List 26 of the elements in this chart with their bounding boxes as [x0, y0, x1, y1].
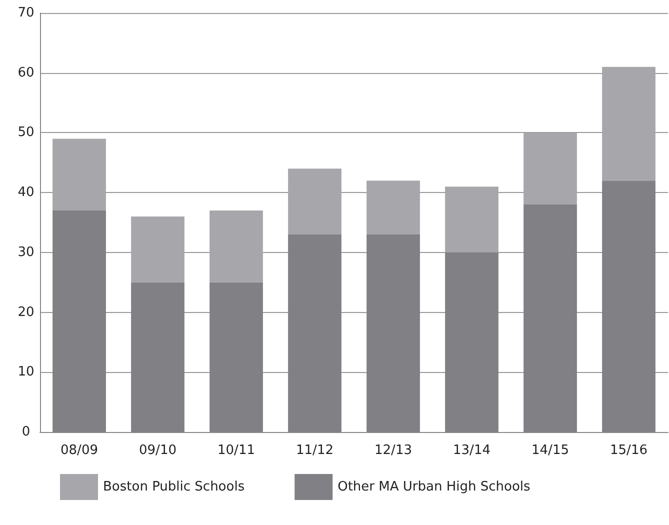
x-tick-label: 13/14: [453, 443, 490, 458]
x-tick-label: 10/11: [218, 443, 255, 458]
x-tick-label: 14/15: [532, 443, 569, 458]
y-tick-label: 20: [18, 304, 34, 320]
bar: [602, 66, 656, 181]
bar: [445, 186, 498, 252]
x-tick-label: 11/12: [296, 443, 334, 458]
x-tick-label: 09/10: [139, 443, 176, 458]
x-tick-label: 12/13: [374, 443, 412, 458]
legend-label: Other MA Urban High Schools: [338, 480, 531, 494]
y-tick-label: 30: [18, 244, 34, 260]
y-tick-label: 40: [18, 185, 34, 200]
bar: [210, 210, 263, 282]
bar: [52, 138, 106, 211]
x-tick-label: 15/16: [610, 443, 648, 458]
y-tick-label: 60: [18, 65, 34, 80]
bar: [288, 168, 342, 234]
y-tick-label: 10: [18, 364, 34, 380]
y-tick-label: 0: [22, 424, 30, 440]
x-tick-label: 08/09: [60, 443, 98, 458]
bar: [524, 132, 577, 205]
y-tick-label: 50: [18, 125, 34, 140]
y-tick-label: 70: [18, 6, 34, 20]
bar: [131, 216, 184, 282]
bar: [366, 180, 420, 234]
legend-label: Boston Public Schools: [103, 480, 245, 494]
